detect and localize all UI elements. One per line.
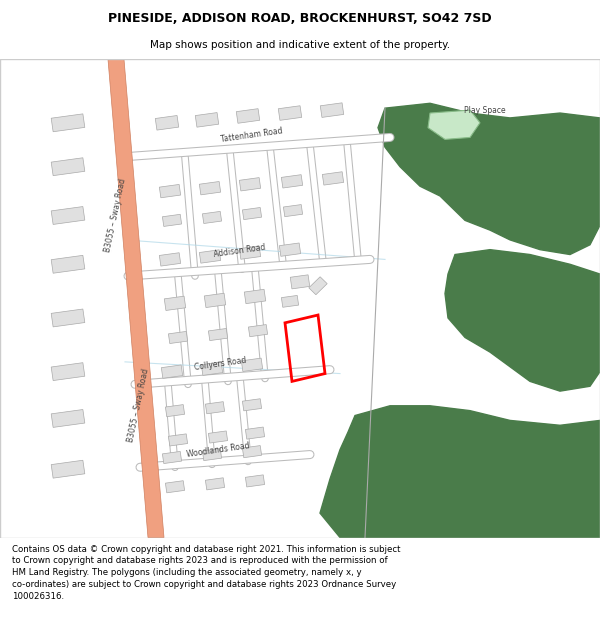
Polygon shape xyxy=(160,184,181,198)
Polygon shape xyxy=(445,249,600,391)
Polygon shape xyxy=(283,204,302,217)
Polygon shape xyxy=(199,250,221,263)
Polygon shape xyxy=(166,404,185,417)
Polygon shape xyxy=(248,324,268,337)
Polygon shape xyxy=(51,309,85,327)
Polygon shape xyxy=(290,275,310,289)
Polygon shape xyxy=(244,289,266,304)
Polygon shape xyxy=(320,103,344,118)
Polygon shape xyxy=(161,365,182,378)
Polygon shape xyxy=(51,114,85,132)
Polygon shape xyxy=(204,293,226,308)
Polygon shape xyxy=(163,451,182,464)
Polygon shape xyxy=(242,399,262,411)
Text: Map shows position and indicative extent of the property.: Map shows position and indicative extent… xyxy=(150,40,450,50)
Text: Addison Road: Addison Road xyxy=(214,242,266,259)
Text: B3055 – Sway Road: B3055 – Sway Road xyxy=(103,178,127,253)
Polygon shape xyxy=(239,177,260,191)
Polygon shape xyxy=(164,296,186,311)
Polygon shape xyxy=(199,181,221,195)
Text: PINESIDE, ADDISON ROAD, BROCKENHURST, SO42 7SD: PINESIDE, ADDISON ROAD, BROCKENHURST, SO… xyxy=(108,12,492,26)
Polygon shape xyxy=(309,277,327,295)
Polygon shape xyxy=(169,434,188,446)
Polygon shape xyxy=(51,206,85,224)
Polygon shape xyxy=(320,406,600,538)
Polygon shape xyxy=(163,214,182,226)
Polygon shape xyxy=(51,362,85,381)
Polygon shape xyxy=(236,109,260,123)
Polygon shape xyxy=(281,174,302,188)
Polygon shape xyxy=(280,243,301,256)
Polygon shape xyxy=(202,449,221,461)
Polygon shape xyxy=(51,256,85,273)
Polygon shape xyxy=(208,431,227,443)
Polygon shape xyxy=(245,427,265,439)
Polygon shape xyxy=(281,296,299,308)
Polygon shape xyxy=(278,106,302,121)
Polygon shape xyxy=(108,59,164,538)
Polygon shape xyxy=(51,158,85,176)
Text: Tattenham Road: Tattenham Road xyxy=(220,127,284,144)
Text: B3055 – Sway Road: B3055 – Sway Road xyxy=(126,368,150,444)
Polygon shape xyxy=(428,110,480,139)
Polygon shape xyxy=(322,172,344,185)
Polygon shape xyxy=(202,362,223,376)
Polygon shape xyxy=(166,481,185,493)
Text: Play Space: Play Space xyxy=(464,106,506,114)
Polygon shape xyxy=(205,402,224,414)
Text: Woodlands Road: Woodlands Road xyxy=(186,441,250,459)
Polygon shape xyxy=(51,460,85,478)
Polygon shape xyxy=(241,358,263,371)
Text: Contains OS data © Crown copyright and database right 2021. This information is : Contains OS data © Crown copyright and d… xyxy=(12,544,400,601)
Polygon shape xyxy=(242,446,262,458)
Polygon shape xyxy=(51,409,85,428)
Polygon shape xyxy=(202,211,221,224)
Polygon shape xyxy=(169,331,188,344)
Polygon shape xyxy=(245,475,265,487)
Polygon shape xyxy=(160,253,181,266)
Polygon shape xyxy=(378,103,600,254)
Text: Collyers Road: Collyers Road xyxy=(193,356,247,372)
Polygon shape xyxy=(208,329,227,341)
Polygon shape xyxy=(155,116,179,130)
Polygon shape xyxy=(195,112,219,127)
Polygon shape xyxy=(205,478,224,490)
Polygon shape xyxy=(242,208,262,219)
Polygon shape xyxy=(239,246,260,259)
